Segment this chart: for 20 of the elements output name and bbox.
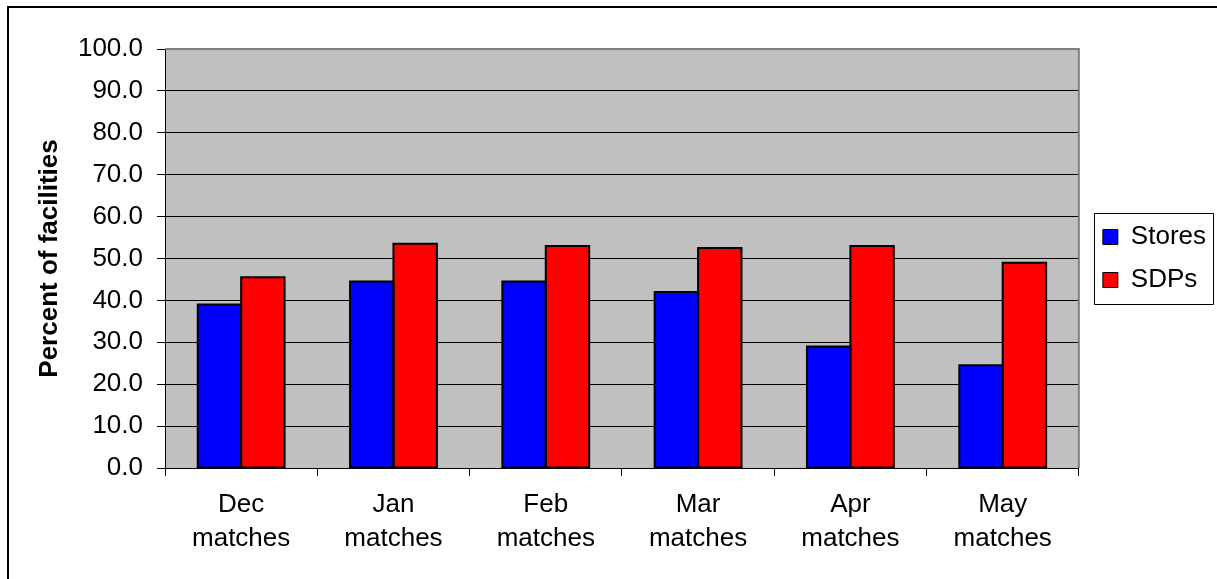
y-tick-label: 60.0 <box>92 199 143 230</box>
y-tick-label: 50.0 <box>92 241 143 272</box>
y-axis-title: Percent of facilities <box>32 139 63 378</box>
y-tick-label: 30.0 <box>92 325 143 356</box>
x-tick-label: Feb matches <box>496 488 595 552</box>
y-tick-label: 20.0 <box>92 367 143 398</box>
y-tick-label: 100.0 <box>77 32 143 63</box>
y-tick-label: 70.0 <box>92 157 143 188</box>
legend-label: Stores <box>1130 220 1207 251</box>
y-tick-label: 80.0 <box>92 115 143 146</box>
x-tick-label: Mar matches <box>648 488 748 552</box>
y-tick-label: 40.0 <box>92 283 143 314</box>
x-tick-label: May matches <box>953 488 1052 552</box>
y-tick-label: 0.0 <box>106 451 143 482</box>
y-tick-label: 90.0 <box>92 74 143 105</box>
x-tick-label: Dec matches <box>192 488 291 552</box>
legend-label: SDPs <box>1130 263 1198 294</box>
x-tick-label: Jan matches <box>344 488 443 552</box>
y-tick-label: 10.0 <box>92 409 143 440</box>
x-tick-label: Apr matches <box>801 488 900 552</box>
